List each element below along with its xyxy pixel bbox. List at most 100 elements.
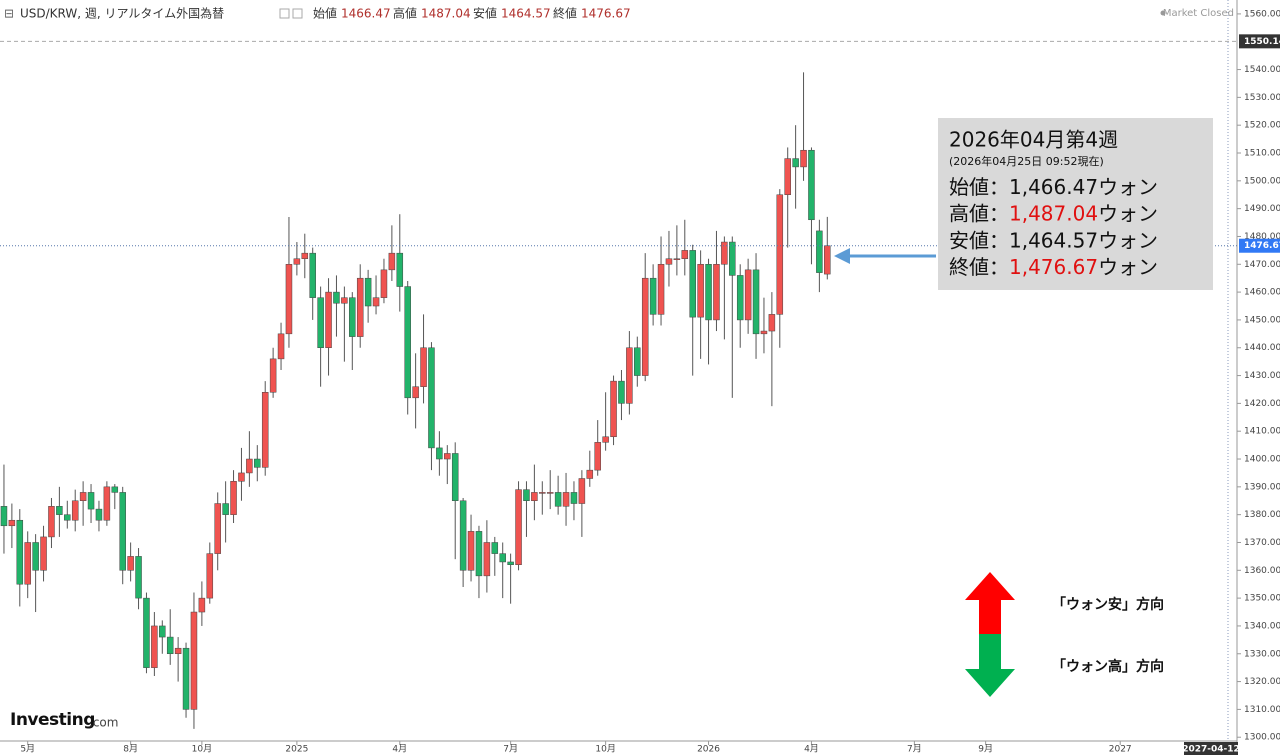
candle-body bbox=[499, 553, 506, 563]
row-label: 安値： bbox=[949, 228, 1009, 252]
candle-body bbox=[301, 252, 309, 259]
candle-body bbox=[721, 241, 728, 265]
date-tag bbox=[1184, 742, 1238, 755]
ohlc-value: 1464.57 bbox=[501, 7, 551, 21]
candle-body bbox=[420, 347, 427, 387]
candle-body bbox=[127, 556, 134, 571]
status-dot bbox=[1160, 10, 1166, 16]
candle-body bbox=[784, 158, 791, 195]
candle-body bbox=[71, 500, 79, 521]
y-tick-label: 1420.00 bbox=[1244, 399, 1280, 409]
annotation-row: 始値：1,466.47ウォン bbox=[949, 175, 1158, 199]
y-tick-label: 1380.00 bbox=[1244, 510, 1280, 520]
y-tick-label: 1440.00 bbox=[1244, 343, 1280, 353]
ohlc-label: 終値 bbox=[553, 6, 577, 21]
candle-body bbox=[649, 277, 657, 315]
candle-body bbox=[269, 358, 277, 393]
row-unit: ウォン bbox=[1098, 255, 1158, 279]
ohlc-label: 安値 bbox=[473, 6, 497, 21]
candle-body bbox=[16, 519, 24, 585]
y-tick-label: 1460.00 bbox=[1244, 288, 1280, 298]
crosshair-label: 1476.67 bbox=[1244, 241, 1280, 251]
candle-body bbox=[729, 241, 736, 276]
candle-body bbox=[713, 264, 720, 321]
candle-body bbox=[562, 492, 570, 507]
candle-body bbox=[24, 542, 31, 585]
candle-body bbox=[657, 264, 665, 315]
y-tick-label: 1410.00 bbox=[1244, 427, 1280, 437]
candle-body bbox=[230, 481, 237, 515]
candle-body bbox=[768, 314, 776, 332]
candle-body bbox=[475, 531, 483, 577]
candle-body bbox=[594, 442, 601, 471]
candle-body bbox=[238, 472, 245, 482]
x-tick-label: 7月 bbox=[503, 744, 518, 755]
y-tick-label: 1530.00 bbox=[1244, 93, 1280, 103]
candle-body bbox=[341, 297, 348, 304]
candle-body bbox=[325, 291, 332, 348]
annotation-row: 安値：1,464.57ウォン bbox=[949, 228, 1158, 252]
candle-body bbox=[40, 536, 47, 571]
y-tick-label: 1320.00 bbox=[1244, 677, 1280, 687]
candle-body bbox=[151, 625, 158, 668]
candle-body bbox=[689, 250, 696, 318]
candle-body bbox=[776, 194, 784, 315]
candle-body bbox=[586, 469, 594, 479]
candle-body bbox=[428, 347, 435, 449]
candle-body bbox=[523, 489, 530, 502]
candle-body bbox=[79, 492, 87, 502]
ohlc-value: 1466.47 bbox=[341, 7, 391, 21]
candle-body bbox=[610, 380, 617, 438]
y-tick-label: 1520.00 bbox=[1244, 121, 1280, 131]
candle-body bbox=[436, 447, 443, 460]
collapse-icon: ⊟ bbox=[4, 7, 14, 21]
y-tick-label: 1430.00 bbox=[1244, 371, 1280, 381]
y-tick-label: 1560.00 bbox=[1244, 9, 1280, 19]
x-tick-label: 4月 bbox=[804, 744, 819, 755]
candle-body bbox=[198, 597, 206, 613]
candle-body bbox=[459, 500, 467, 571]
candle-body bbox=[166, 636, 174, 655]
candle-body bbox=[507, 561, 514, 565]
candle-body bbox=[333, 291, 340, 304]
candle-body bbox=[372, 297, 380, 307]
candle-body bbox=[32, 542, 39, 571]
candle-body bbox=[531, 492, 538, 502]
candle-body bbox=[736, 275, 744, 321]
x-tick-label: 8月 bbox=[123, 744, 138, 755]
annotation-row: 終値：1,476.67ウォン bbox=[949, 255, 1158, 279]
candle-body bbox=[64, 514, 71, 521]
candle-body bbox=[483, 542, 491, 577]
candle-body bbox=[665, 258, 673, 265]
y-tick-label: 1350.00 bbox=[1244, 594, 1280, 604]
candle-body bbox=[309, 252, 316, 298]
candle-body bbox=[206, 553, 214, 599]
y-tick-label: 1470.00 bbox=[1244, 260, 1280, 270]
candle-body bbox=[87, 492, 95, 510]
y-tick-label: 1310.00 bbox=[1244, 705, 1280, 715]
candle-body bbox=[317, 297, 324, 348]
row-unit: ウォン bbox=[1098, 228, 1158, 252]
x-tick-label: 10月 bbox=[595, 744, 615, 755]
annotation-box bbox=[938, 118, 1213, 290]
candle-body bbox=[404, 286, 411, 399]
annotation-title: 2026年04月第4週 bbox=[949, 128, 1118, 152]
candle-body bbox=[808, 149, 815, 221]
candle-body bbox=[634, 347, 641, 376]
x-tick-label: 10月 bbox=[192, 744, 212, 755]
candle-body bbox=[697, 264, 704, 318]
candle-body bbox=[254, 458, 261, 468]
candle-body bbox=[491, 542, 499, 554]
x-tick-label: 4月 bbox=[392, 744, 407, 755]
candle-body bbox=[444, 453, 451, 460]
row-label: 高値： bbox=[949, 201, 1009, 225]
direction-label: 「ウォン安」方向 bbox=[1052, 596, 1164, 613]
row-label: 始値： bbox=[949, 175, 1009, 199]
candle-body bbox=[626, 347, 633, 404]
y-tick-label: 1300.00 bbox=[1244, 733, 1280, 743]
x-tick-label: 2026 bbox=[697, 745, 720, 755]
candle-body bbox=[214, 503, 221, 554]
candle-body bbox=[412, 386, 419, 399]
candle-body bbox=[396, 252, 404, 287]
candle-body bbox=[103, 486, 111, 521]
